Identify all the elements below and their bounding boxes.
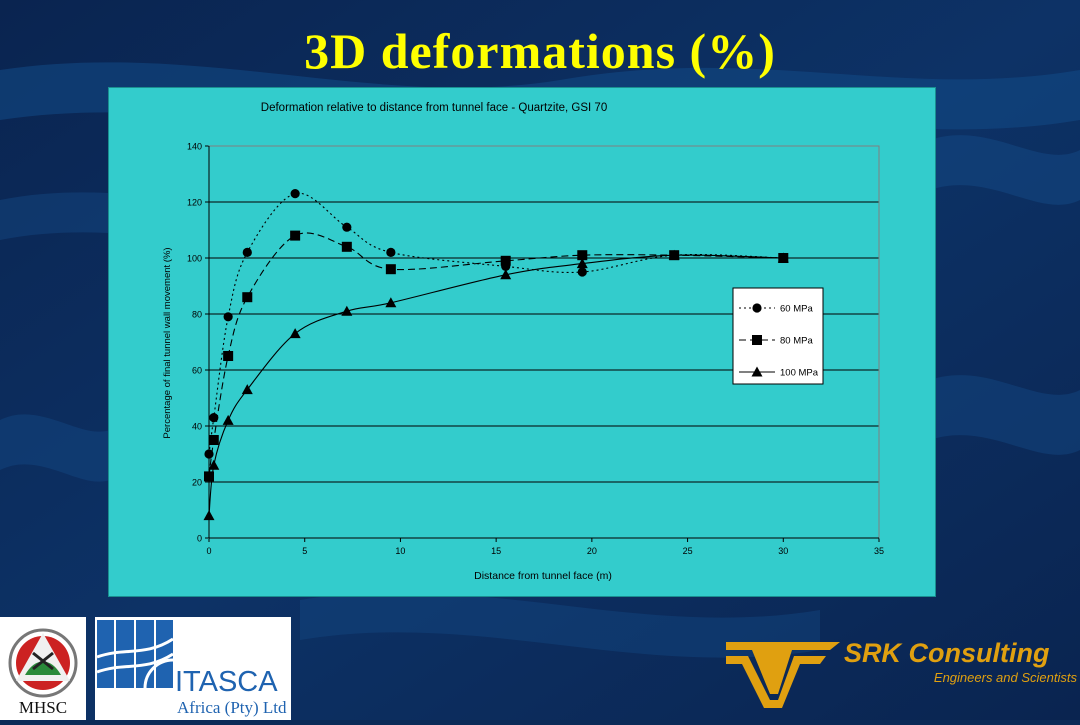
x-tick-label: 0 xyxy=(206,546,211,556)
y-tick-label: 120 xyxy=(187,198,202,208)
itasca-emblem: ITASCA Africa (Pty) Ltd xyxy=(96,620,287,718)
y-tick-label: 60 xyxy=(192,366,202,376)
x-tick-label: 15 xyxy=(491,546,501,556)
legend-label-1: 80 MPa xyxy=(780,336,813,347)
mhsc-emblem: MHSC xyxy=(8,628,78,717)
series-2-point xyxy=(222,414,234,425)
series-2-point xyxy=(385,297,397,308)
x-tick-label: 5 xyxy=(302,546,307,556)
series-2-point xyxy=(668,249,680,260)
mhsc-logo: MHSC xyxy=(0,617,86,720)
srk-logo-tagline: Engineers and Scientists xyxy=(934,670,1078,685)
chart-legend: 60 MPa 80 MPa 100 MPa xyxy=(732,287,824,385)
series-1-point xyxy=(208,435,219,445)
x-tick-label: 20 xyxy=(587,546,597,556)
slide-title: 3D deformations (%) xyxy=(304,23,776,79)
legend-box xyxy=(732,287,824,385)
mhsc-logo-text: MHSC xyxy=(19,698,67,717)
legend-marker-2 xyxy=(751,366,763,377)
series-0-point xyxy=(242,247,252,257)
y-axis-label: Percentage of final tunnel wall movement… xyxy=(162,247,173,438)
legend-label-2: 100 MPa xyxy=(780,368,819,379)
x-tick-label: 35 xyxy=(874,546,884,556)
y-tick-label: 100 xyxy=(187,254,202,264)
y-tick-label: 0 xyxy=(197,534,202,544)
series-2-point xyxy=(208,459,220,470)
series-2-point xyxy=(341,305,353,316)
series-2-point xyxy=(241,384,253,395)
x-tick-label: 25 xyxy=(683,546,693,556)
series-1-point xyxy=(577,250,588,261)
deformation-chart: Deformation relative to distance from tu… xyxy=(162,102,884,582)
chart-panel: Deformation relative to distance from tu… xyxy=(108,87,936,597)
series-0-point xyxy=(290,189,300,199)
series-2-point xyxy=(576,258,588,269)
series-1-point xyxy=(204,471,214,482)
y-tick-label: 140 xyxy=(187,142,202,152)
series-2-point xyxy=(289,328,301,339)
itasca-logo-sub: Africa (Pty) Ltd xyxy=(177,698,287,717)
series-1-point xyxy=(242,292,253,303)
series-1-point xyxy=(385,264,396,275)
y-tick-label: 40 xyxy=(192,422,202,432)
series-0-point xyxy=(342,222,352,232)
y-tick-label: 20 xyxy=(192,478,202,488)
y-tick-label: 80 xyxy=(192,310,202,320)
legend-marker-1 xyxy=(752,335,762,345)
series-0-point xyxy=(209,413,219,423)
srk-logo-name: SRK Consulting xyxy=(844,638,1050,668)
series-1-point xyxy=(341,241,352,252)
series-line-1 xyxy=(208,232,784,477)
chart-title: Deformation relative to distance from tu… xyxy=(261,102,607,114)
series-0-point xyxy=(386,247,396,257)
legend-label-0: 60 MPa xyxy=(780,304,813,315)
series-0-point xyxy=(223,312,233,322)
series-1-point xyxy=(290,230,301,241)
legend-marker-0 xyxy=(752,303,762,313)
x-tick-label: 10 xyxy=(395,546,405,556)
series-1-point xyxy=(223,351,234,361)
series-0-point xyxy=(204,449,214,459)
x-tick-label: 30 xyxy=(778,546,788,556)
series-0-point xyxy=(577,267,587,277)
x-axis-label: Distance from tunnel face (m) xyxy=(474,570,612,582)
itasca-logo: ITASCA Africa (Pty) Ltd xyxy=(95,617,291,720)
series-2-point xyxy=(777,252,789,263)
series-line-2 xyxy=(208,254,784,516)
itasca-logo-name: ITASCA xyxy=(175,666,278,698)
srk-logo: SRK Consulting Engineers and Scientists xyxy=(722,628,1080,708)
series-2-point xyxy=(203,510,215,521)
srk-emblem: SRK Consulting Engineers and Scientists xyxy=(726,638,1078,708)
series-2-point xyxy=(500,269,512,280)
series-1-point xyxy=(500,255,511,266)
